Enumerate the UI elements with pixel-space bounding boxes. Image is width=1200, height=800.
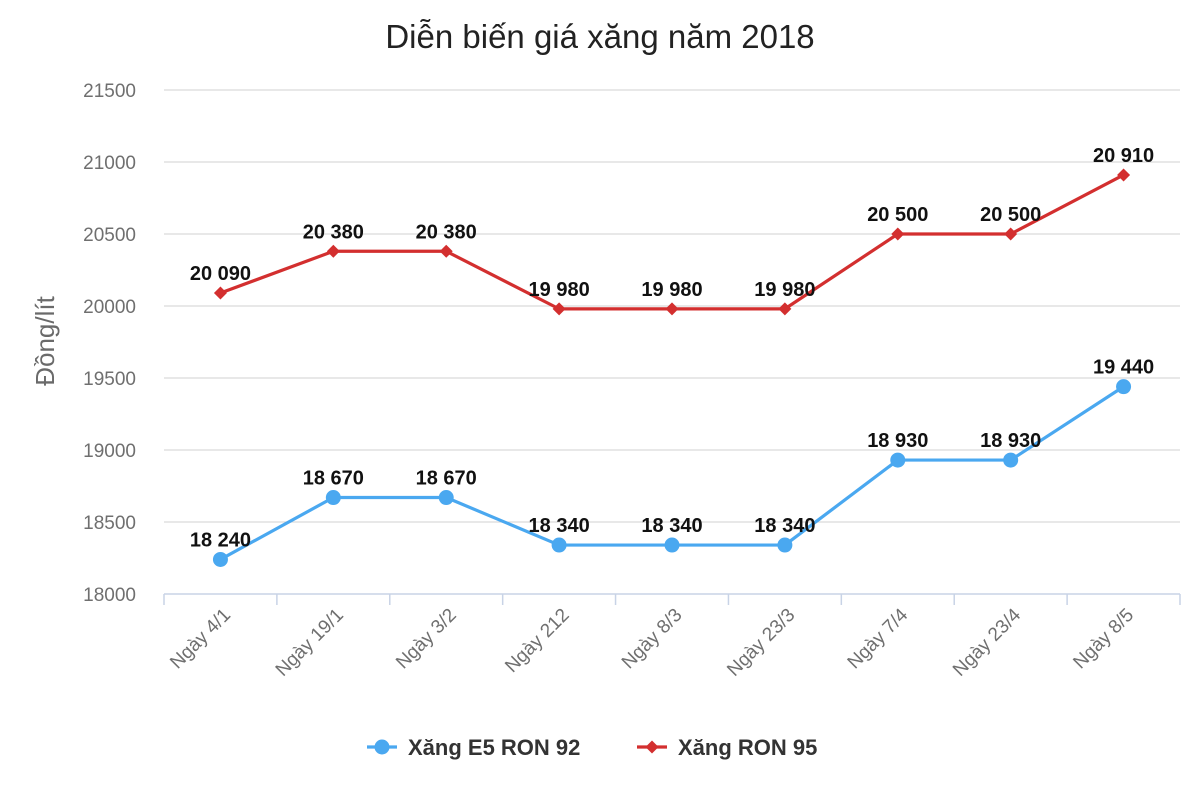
data-label: 18 670	[416, 468, 477, 490]
data-point	[1004, 227, 1018, 241]
data-label: 20 500	[980, 204, 1041, 226]
data-point	[326, 244, 340, 258]
data-label: 18 340	[754, 515, 815, 537]
y-tick-label: 21000	[83, 153, 136, 174]
data-label: 19 980	[529, 279, 590, 301]
data-point	[665, 302, 679, 316]
x-tick-label: Ngày 3/2	[392, 605, 461, 674]
x-tick-label: Ngày 8/5	[1069, 605, 1138, 674]
y-axis-label: Đồng/lít	[30, 295, 60, 385]
x-tick-label: Ngày 212	[501, 605, 573, 677]
legend-item: Xăng E5 RON 92	[367, 735, 580, 760]
legend: Xăng E5 RON 92 Xăng RON 95	[367, 735, 817, 760]
y-axis-ticks: 18000 18500 19000 19500 20000 20500 21000 21500	[83, 81, 136, 606]
data-label: 20 380	[303, 221, 364, 243]
data-label: 20 500	[867, 204, 928, 226]
data-label: 18 930	[867, 430, 928, 452]
data-label: 19 980	[641, 279, 702, 301]
data-point	[890, 452, 906, 468]
x-tick-label: Ngày 19/1	[272, 605, 348, 681]
data-label: 20 090	[190, 263, 251, 285]
y-tick-label: 19500	[83, 369, 136, 390]
data-label: 18 340	[641, 515, 702, 537]
x-tick-label: Ngày 23/3	[723, 605, 799, 681]
y-tick-label: 18500	[83, 513, 136, 534]
x-tick-label: Ngày 8/3	[618, 605, 687, 674]
data-point	[438, 490, 454, 506]
x-tick-label: Ngày 7/4	[844, 604, 913, 673]
data-point	[1117, 168, 1131, 182]
x-axis-ticks: Ngày 4/1 Ngày 19/1 Ngày 3/2 Ngày 212 Ngày 8/…	[166, 604, 1138, 680]
data-point	[664, 537, 680, 553]
data-point	[212, 551, 228, 567]
data-point	[891, 227, 905, 241]
series-lines	[212, 168, 1132, 567]
y-tick-label: 21500	[83, 81, 136, 102]
x-tick-label: Ngày 23/4	[949, 604, 1025, 680]
data-label: 20 910	[1093, 145, 1154, 167]
data-point	[777, 537, 793, 553]
data-point	[1003, 452, 1019, 468]
y-tick-label: 19000	[83, 441, 136, 462]
data-label: 20 380	[416, 221, 477, 243]
y-tick-label: 20000	[83, 297, 136, 318]
data-label: 19 440	[1093, 357, 1154, 379]
legend-marker	[645, 740, 659, 754]
legend-label: Xăng RON 95	[678, 735, 817, 760]
data-label: 18 930	[980, 430, 1041, 452]
data-label: 18 340	[529, 515, 590, 537]
x-tick-label: Ngày 4/1	[166, 605, 235, 674]
legend-label: Xăng E5 RON 92	[408, 735, 580, 760]
data-labels: 18 240 18 670 18 670 18 340 18 340 18 340 18 9…	[190, 145, 1154, 551]
grid-lines	[164, 89, 1180, 523]
data-label: 18 240	[190, 529, 251, 551]
y-tick-label: 20500	[83, 225, 136, 246]
data-point	[213, 286, 227, 300]
data-point	[552, 302, 566, 316]
y-tick-label: 18000	[83, 585, 136, 606]
x-axis	[163, 593, 1181, 605]
data-label: 19 980	[754, 279, 815, 301]
data-point	[1116, 379, 1132, 395]
legend-item: Xăng RON 95	[637, 735, 817, 760]
data-label: 18 670	[303, 468, 364, 490]
data-point	[778, 302, 792, 316]
data-point	[439, 244, 453, 258]
data-point	[325, 490, 341, 506]
chart-title: Diễn biến giá xăng năm 2018	[385, 18, 814, 55]
legend-marker	[374, 739, 390, 755]
data-point	[551, 537, 567, 553]
